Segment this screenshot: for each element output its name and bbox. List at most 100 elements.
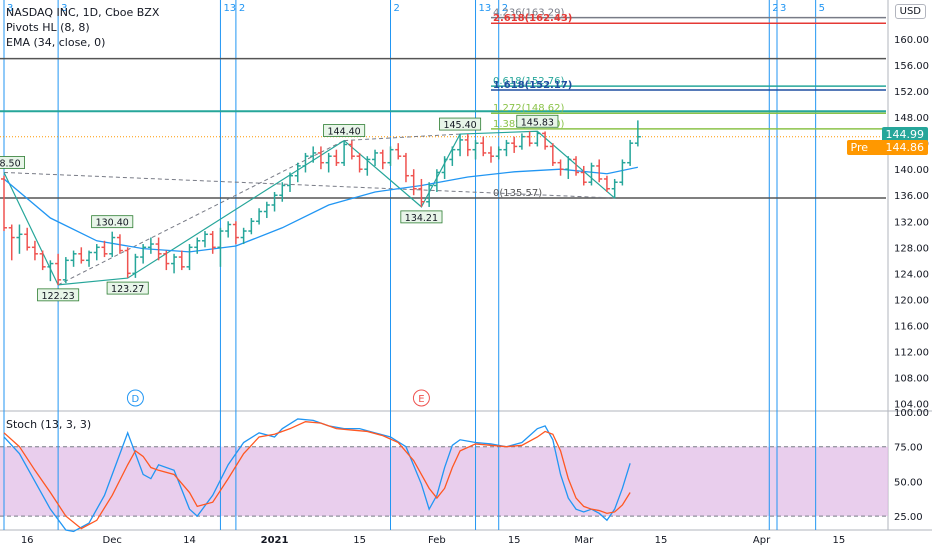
- stoch-tick-label: 25.00: [894, 512, 923, 523]
- ohlc-bar: [426, 182, 433, 207]
- ohlc-bar: [178, 250, 185, 271]
- ohlc-bar: [565, 156, 572, 179]
- ohlc-bar: [217, 227, 224, 267]
- fib-level-label: 2.618(162.43): [493, 13, 572, 24]
- time-tick-label: 15: [353, 535, 366, 546]
- ohlc-bar: [542, 131, 549, 150]
- pivot-label-box: [91, 215, 134, 229]
- ema-line: [3, 166, 638, 253]
- ohlc-bar: [441, 156, 448, 179]
- time-tick-label: Mar: [574, 535, 594, 546]
- ohlc-bar: [101, 240, 108, 258]
- currency-button[interactable]: USD: [894, 4, 926, 19]
- ohlc-bar: [549, 143, 556, 166]
- pivot-label-box: [400, 210, 443, 224]
- ohlc-bar: [225, 221, 232, 238]
- ohlc-bar: [132, 253, 139, 278]
- price-tick-label: 152.00: [894, 87, 929, 98]
- price-tick-label: 104.00: [894, 399, 929, 410]
- ohlc-bar: [140, 244, 147, 264]
- ohlc-bar: [457, 134, 464, 157]
- event-marker-label: E: [418, 394, 424, 405]
- fib-level-label: 4.236(163.29): [493, 8, 565, 19]
- event-marker: [126, 389, 144, 407]
- pivot-label-box: [37, 288, 80, 302]
- ohlc-bar: [287, 172, 294, 192]
- ohlc-bar: [410, 169, 417, 196]
- ohlc-bar: [580, 165, 587, 186]
- pivot-dashed-line: [344, 133, 461, 142]
- cycle-vline-label: 13: [223, 3, 236, 14]
- ohlc-bar: [364, 156, 371, 176]
- stoch-legend[interactable]: Stoch (13, 3, 3): [6, 418, 92, 431]
- pivot-label: 134.21: [405, 213, 438, 224]
- ohlc-bar: [387, 146, 394, 166]
- time-tick-label: Apr: [753, 535, 771, 546]
- ohlc-bar: [511, 136, 518, 153]
- ohlc-bar: [294, 162, 301, 183]
- stoch-band: [0, 446, 888, 517]
- premarket-badge: Pre 144.86: [846, 140, 928, 155]
- premarket-value: 144.86: [885, 141, 925, 154]
- ohlc-bar: [186, 244, 193, 271]
- ohlc-bar: [209, 231, 216, 254]
- ohlc-bar: [341, 140, 348, 166]
- price-tick-label: 120.00: [894, 295, 929, 306]
- ohlc-bar: [248, 218, 255, 235]
- ohlc-bar: [8, 224, 15, 261]
- cycle-vline-label: 2: [502, 3, 508, 14]
- pivot-label-box: [106, 281, 149, 295]
- ohlc-bar: [31, 240, 38, 261]
- pivot-zigzag: [3, 130, 616, 286]
- cycle-vline-label: 3: [61, 3, 67, 14]
- pivot-label-box: [0, 156, 26, 169]
- pivot-label: 138.50: [0, 158, 21, 169]
- cycle-vline-label: 13: [479, 3, 492, 14]
- fib-level-label: 1.618(152.17): [493, 80, 572, 91]
- ohlc-bar: [464, 134, 471, 157]
- ohlc-bar: [16, 224, 23, 254]
- price-tick-label: 132.00: [894, 217, 929, 228]
- ema-legend[interactable]: EMA (34, close, 0): [6, 36, 106, 49]
- pivot-label: 144.40: [327, 127, 360, 138]
- price-tick-label: 112.00: [894, 347, 929, 358]
- price-tick-label: 160.00: [894, 35, 929, 46]
- cycle-vline-label: 3: [780, 3, 786, 14]
- ohlc-bar: [271, 191, 278, 212]
- ohlc-bar: [619, 159, 626, 186]
- ohlc-bar: [109, 231, 116, 258]
- ohlc-bar: [279, 182, 286, 202]
- ohlc-bar: [627, 139, 634, 166]
- cycle-vline-label: 2: [772, 3, 778, 14]
- ohlc-bar: [573, 156, 580, 176]
- pivot-label: 123.27: [111, 284, 144, 295]
- pivot-dashed-line: [57, 140, 345, 286]
- symbol-legend[interactable]: NASDAQ INC, 1D, Cboe BZX: [6, 6, 160, 19]
- event-marker-label: D: [132, 394, 140, 405]
- ohlc-bar: [379, 149, 386, 170]
- ohlc-bar: [557, 159, 564, 176]
- price-tick-label: 128.00: [894, 243, 929, 254]
- ohlc-bar: [325, 152, 332, 173]
- ohlc-bar: [472, 139, 479, 160]
- ohlc-bar: [317, 146, 324, 170]
- ohlc-bar: [603, 175, 610, 192]
- stoch-tick-label: 50.00: [894, 477, 923, 488]
- price-tick-label: 108.00: [894, 373, 929, 384]
- ohlc-bar: [263, 201, 270, 219]
- time-tick-label: 2021: [261, 535, 289, 546]
- ohlc-bar: [518, 133, 525, 150]
- ohlc-bar: [302, 152, 309, 173]
- ohlc-bar: [163, 250, 170, 271]
- cycle-vline-label: 3: [7, 3, 13, 14]
- ohlc-bar: [256, 208, 263, 225]
- pivots-legend[interactable]: Pivots HL (8, 8): [6, 21, 90, 34]
- ohlc-bar: [634, 120, 641, 147]
- last-price-badge: 144.99: [881, 127, 928, 142]
- ohlc-bar: [348, 140, 355, 160]
- price-tick-label: 124.00: [894, 269, 929, 280]
- ohlc-bar: [70, 250, 77, 267]
- ohlc-bar: [526, 131, 533, 147]
- ohlc-bar: [449, 146, 456, 166]
